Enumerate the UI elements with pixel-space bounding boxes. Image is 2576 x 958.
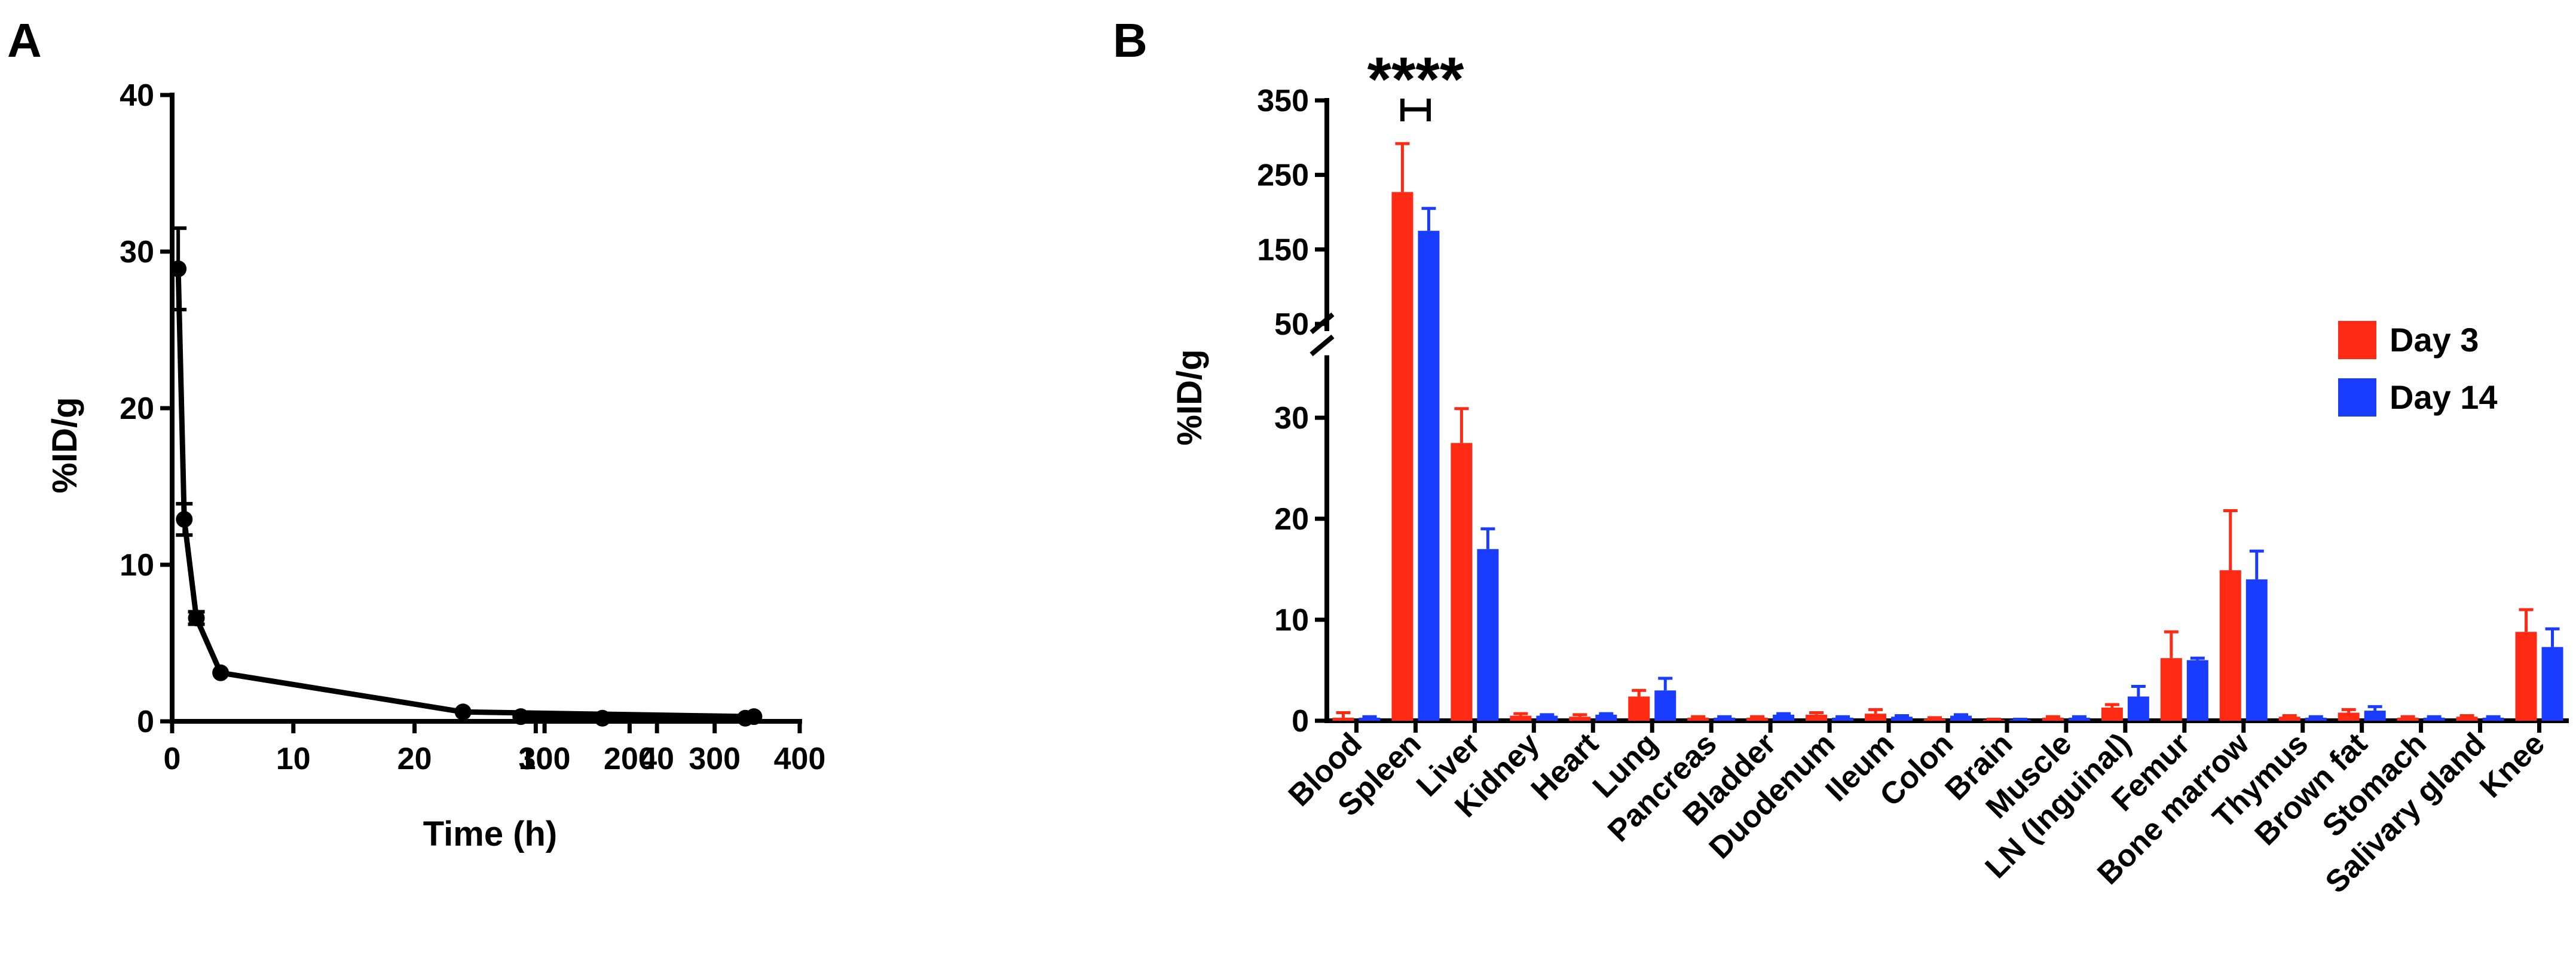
a-ytick-label: 40 xyxy=(120,78,154,113)
a-xtick-label: 300 xyxy=(689,742,741,776)
b-bar-day3 xyxy=(1569,717,1591,721)
a-xtick-label: 400 xyxy=(774,742,826,776)
b-bar-day3 xyxy=(2456,717,2478,721)
a-data-point xyxy=(736,709,754,727)
b-bar-day3 xyxy=(2160,658,2182,721)
b-bar-day3 xyxy=(2397,717,2419,721)
legend-swatch-day14 xyxy=(2338,378,2376,417)
panel-label-a: A xyxy=(7,14,42,67)
a-xtick-label: 20 xyxy=(397,742,432,776)
a-xtick-label: 40 xyxy=(640,742,674,776)
b-ylabel: %ID/g xyxy=(1170,349,1209,445)
b-ytick-label: 20 xyxy=(1274,502,1309,537)
b-ytick-label: 150 xyxy=(1257,232,1309,267)
b-bar-day14 xyxy=(2305,717,2327,721)
b-bar-day14 xyxy=(1891,717,1913,721)
a-ytick-label: 20 xyxy=(120,391,154,426)
a-xlabel: Time (h) xyxy=(423,815,558,853)
b-bar-day3 xyxy=(1746,717,1769,721)
legend-swatch-day3 xyxy=(2338,321,2376,359)
b-ytick-label: 10 xyxy=(1274,603,1309,638)
a-ytick-label: 30 xyxy=(120,235,154,270)
b-bar-day14 xyxy=(2068,717,2090,721)
b-category-label: Knee xyxy=(2473,726,2551,804)
a-data-point xyxy=(176,511,193,528)
b-bar-day14 xyxy=(2423,717,2445,721)
b-bar-day14 xyxy=(2482,717,2504,721)
b-bar-day3 xyxy=(1332,717,1354,721)
b-bar-day14 xyxy=(1773,714,1795,721)
a-data-point xyxy=(188,610,205,627)
legend-label-day3: Day 3 xyxy=(2390,321,2479,359)
a-series-line-early xyxy=(175,268,754,720)
b-bar-day14 xyxy=(1950,715,1972,721)
b-bar-day14 xyxy=(1359,717,1381,721)
b-bar-day3 xyxy=(1510,715,1532,721)
b-ytick-label: 250 xyxy=(1257,158,1309,193)
b-bar-day14 xyxy=(1654,690,1676,721)
a-ylabel: %ID/g xyxy=(45,397,84,493)
b-bar-day14 xyxy=(1536,715,1558,721)
a-xtick-label: 30 xyxy=(518,742,553,776)
b-bar-day14 xyxy=(1595,714,1617,721)
b-bar-day3 xyxy=(1924,718,1945,721)
b-bar-day14 xyxy=(1714,717,1736,721)
a-data-point xyxy=(512,708,530,726)
a-ytick-label: 10 xyxy=(120,548,154,583)
b-bar-day14 xyxy=(2186,660,2208,721)
panel-label-b: B xyxy=(1113,14,1148,67)
b-bar-day3 xyxy=(1391,192,1414,721)
b-bar-day14 xyxy=(1418,231,1440,721)
b-bar-day14 xyxy=(2541,647,2563,721)
b-bar-day14 xyxy=(2364,711,2386,721)
b-ytick-label: 50 xyxy=(1274,307,1309,342)
a-xtick-label: 200 xyxy=(604,742,656,776)
b-bar-day14 xyxy=(1477,549,1499,721)
b-bar-day3 xyxy=(2219,570,2241,721)
b-bar-day14 xyxy=(2127,696,2149,721)
a-data-point xyxy=(454,703,472,721)
legend-label-day14: Day 14 xyxy=(2390,378,2498,416)
b-ytick-label: 350 xyxy=(1257,84,1309,118)
significance-stars: **** xyxy=(1367,45,1464,114)
b-bar-day3 xyxy=(1806,714,1828,721)
b-bar-day3 xyxy=(2278,717,2300,721)
a-data-point xyxy=(593,709,611,727)
b-bar-day14 xyxy=(2245,579,2268,721)
b-ytick-label: 30 xyxy=(1274,401,1309,436)
b-bar-day3 xyxy=(1628,696,1650,721)
a-ytick-label: 0 xyxy=(137,705,154,739)
a-xtick-label: 10 xyxy=(276,742,311,776)
a-data-point xyxy=(212,664,230,681)
b-bar-day3 xyxy=(2101,708,2123,721)
a-data-point xyxy=(170,260,187,277)
a-xtick-label: 100 xyxy=(519,742,571,776)
b-bar-day14 xyxy=(1832,717,1854,721)
b-bar-day3 xyxy=(1451,443,1473,721)
b-bar-day3 xyxy=(1865,714,1887,721)
a-series-line-late xyxy=(521,714,745,721)
b-bar-day3 xyxy=(1687,717,1709,721)
b-bar-day3 xyxy=(2515,632,2537,721)
b-axis-break-mark-bottom xyxy=(1310,334,1335,357)
b-bar-day3 xyxy=(2338,712,2360,721)
b-bar-day3 xyxy=(2042,717,2064,721)
b-ytick-label: 0 xyxy=(1292,704,1309,739)
legend: Day 3 Day 14 xyxy=(2338,321,2498,417)
panel-b-bar-chart: %ID/g Day 3 Day 14 **** 0 10 20 30 50 150 250 3… xyxy=(1170,45,2569,900)
b-category-label: Heart xyxy=(1525,726,1605,807)
a-xtick-label: 0 xyxy=(164,742,181,776)
